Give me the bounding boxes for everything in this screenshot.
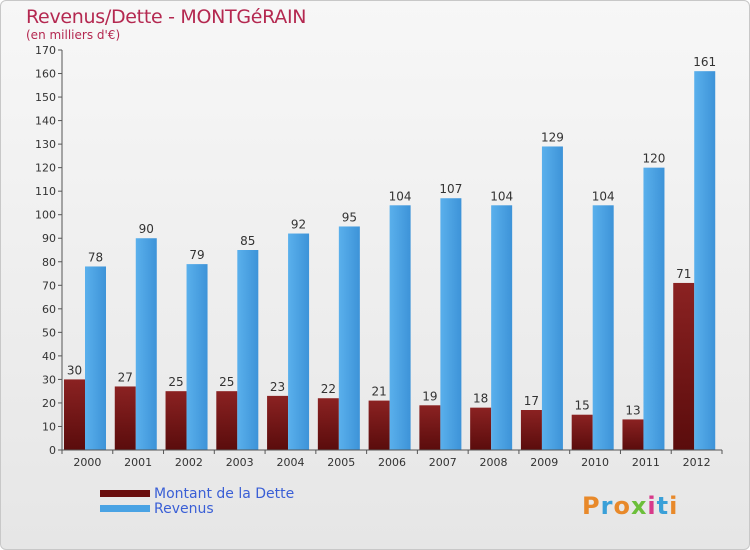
bar-debt [368,400,390,450]
bar-debt [267,395,289,450]
value-label-debt: 17 [524,394,539,408]
y-tick-label: 160 [35,68,56,81]
bar-debt [216,391,238,450]
y-tick-label: 70 [42,279,56,292]
x-tick-label: 2001 [124,456,152,469]
bar-revenus [288,233,310,450]
bar-debt [114,386,136,450]
value-label-debt: 15 [575,399,590,413]
x-tick-label: 2010 [581,456,609,469]
value-label-debt: 22 [321,382,336,396]
bar-revenus [491,205,513,450]
legend-label-debt: Montant de la Dette [154,485,295,502]
value-label-revenus: 95 [342,210,357,224]
y-tick-label: 90 [42,232,56,245]
bar-revenus [135,238,157,450]
y-tick-label: 110 [35,185,56,198]
bar-debt [64,379,85,450]
y-tick-label: 140 [35,115,56,128]
value-label-revenus: 104 [490,189,513,203]
value-label-revenus: 92 [291,218,306,232]
value-label-debt: 27 [118,370,133,384]
y-tick-label: 50 [42,326,56,339]
value-label-revenus: 79 [189,248,204,262]
x-tick-label: 2002 [175,456,203,469]
y-tick-label: 30 [42,373,56,386]
y-tick-label: 0 [49,444,56,457]
y-tick-label: 150 [35,91,56,104]
x-tick-label: 2008 [480,456,508,469]
value-label-revenus: 104 [592,189,615,203]
bar-debt [571,414,593,450]
bar-revenus [85,266,106,450]
y-tick-label: 20 [42,397,56,410]
y-tick-label: 120 [35,162,56,175]
y-axis: 0 10 20 30 40 50 60 70 80 90 100 110 120 130 140 150 160… [35,44,63,457]
value-label-revenus: 90 [139,222,154,236]
bar-debt [470,407,492,450]
y-tick-label: 80 [42,256,56,269]
value-label-revenus: 120 [643,152,666,166]
value-label-debt: 19 [422,389,437,403]
y-tick-label: 130 [35,138,56,151]
bar-revenus [592,205,614,450]
x-tick-label: 2000 [73,456,101,469]
x-tick-label: 2006 [378,456,406,469]
bar-revenus [237,250,259,450]
bar-revenus [694,71,716,451]
value-label-debt: 30 [67,363,82,377]
chart-subtitle: (en milliers d'€) [26,28,121,42]
bar-revenus [440,198,462,450]
y-tick-label: 10 [42,420,56,433]
legend-item-debt: Montant de la Dette [100,485,295,502]
bar-revenus [338,226,360,450]
x-tick-label: 2003 [226,456,254,469]
value-label-revenus: 104 [389,189,412,203]
legend-swatch-revenus [100,505,150,512]
x-tick-label: 2005 [327,456,355,469]
legend: Montant de la Dette Revenus [100,485,295,517]
bar-debt [317,398,339,450]
value-label-revenus: 161 [693,55,716,69]
x-tick-label: 2009 [530,456,558,469]
x-tick-label: 2007 [429,456,457,469]
bar-debt [165,391,187,450]
bar-revenus [389,205,411,450]
value-label-debt: 21 [371,385,386,399]
chart-title: Revenus/Dette - MONTGéRAIN [26,6,307,28]
proxiti-logo: Proxiti [582,492,679,520]
y-tick-label: 170 [35,44,56,57]
bar-debt [673,282,695,450]
bar-revenus [541,146,563,450]
bars-group: 30 78 27 90 25 79 25 85 23 92 22 95 21 104 19 107 18 104 1… [64,55,716,451]
legend-swatch-debt [100,490,150,497]
x-tick-label: 2012 [683,456,711,469]
y-tick-label: 60 [42,303,56,316]
x-axis: 2000 2001 2002 2003 2004 2005 2006 2007 2008 2009… [61,449,723,469]
value-label-debt: 18 [473,392,488,406]
value-label-revenus: 78 [88,250,103,264]
legend-item-revenus: Revenus [100,500,294,517]
value-label-debt: 25 [219,375,234,389]
legend-label-revenus: Revenus [154,500,214,517]
x-tick-label: 2011 [632,456,660,469]
value-label-debt: 25 [168,375,183,389]
bar-debt [419,405,441,450]
value-label-debt: 13 [625,403,640,417]
y-tick-label: 40 [42,350,56,363]
bar-debt [622,419,644,450]
bar-revenus [643,167,665,450]
value-label-revenus: 85 [240,234,255,248]
value-label-revenus: 129 [541,130,564,144]
y-tick-label: 100 [35,209,56,222]
x-tick-label: 2004 [276,456,304,469]
bar-debt [520,410,542,450]
value-label-debt: 23 [270,380,285,394]
value-label-revenus: 107 [439,182,462,196]
bar-revenus [186,264,208,450]
value-label-debt: 71 [676,267,691,281]
